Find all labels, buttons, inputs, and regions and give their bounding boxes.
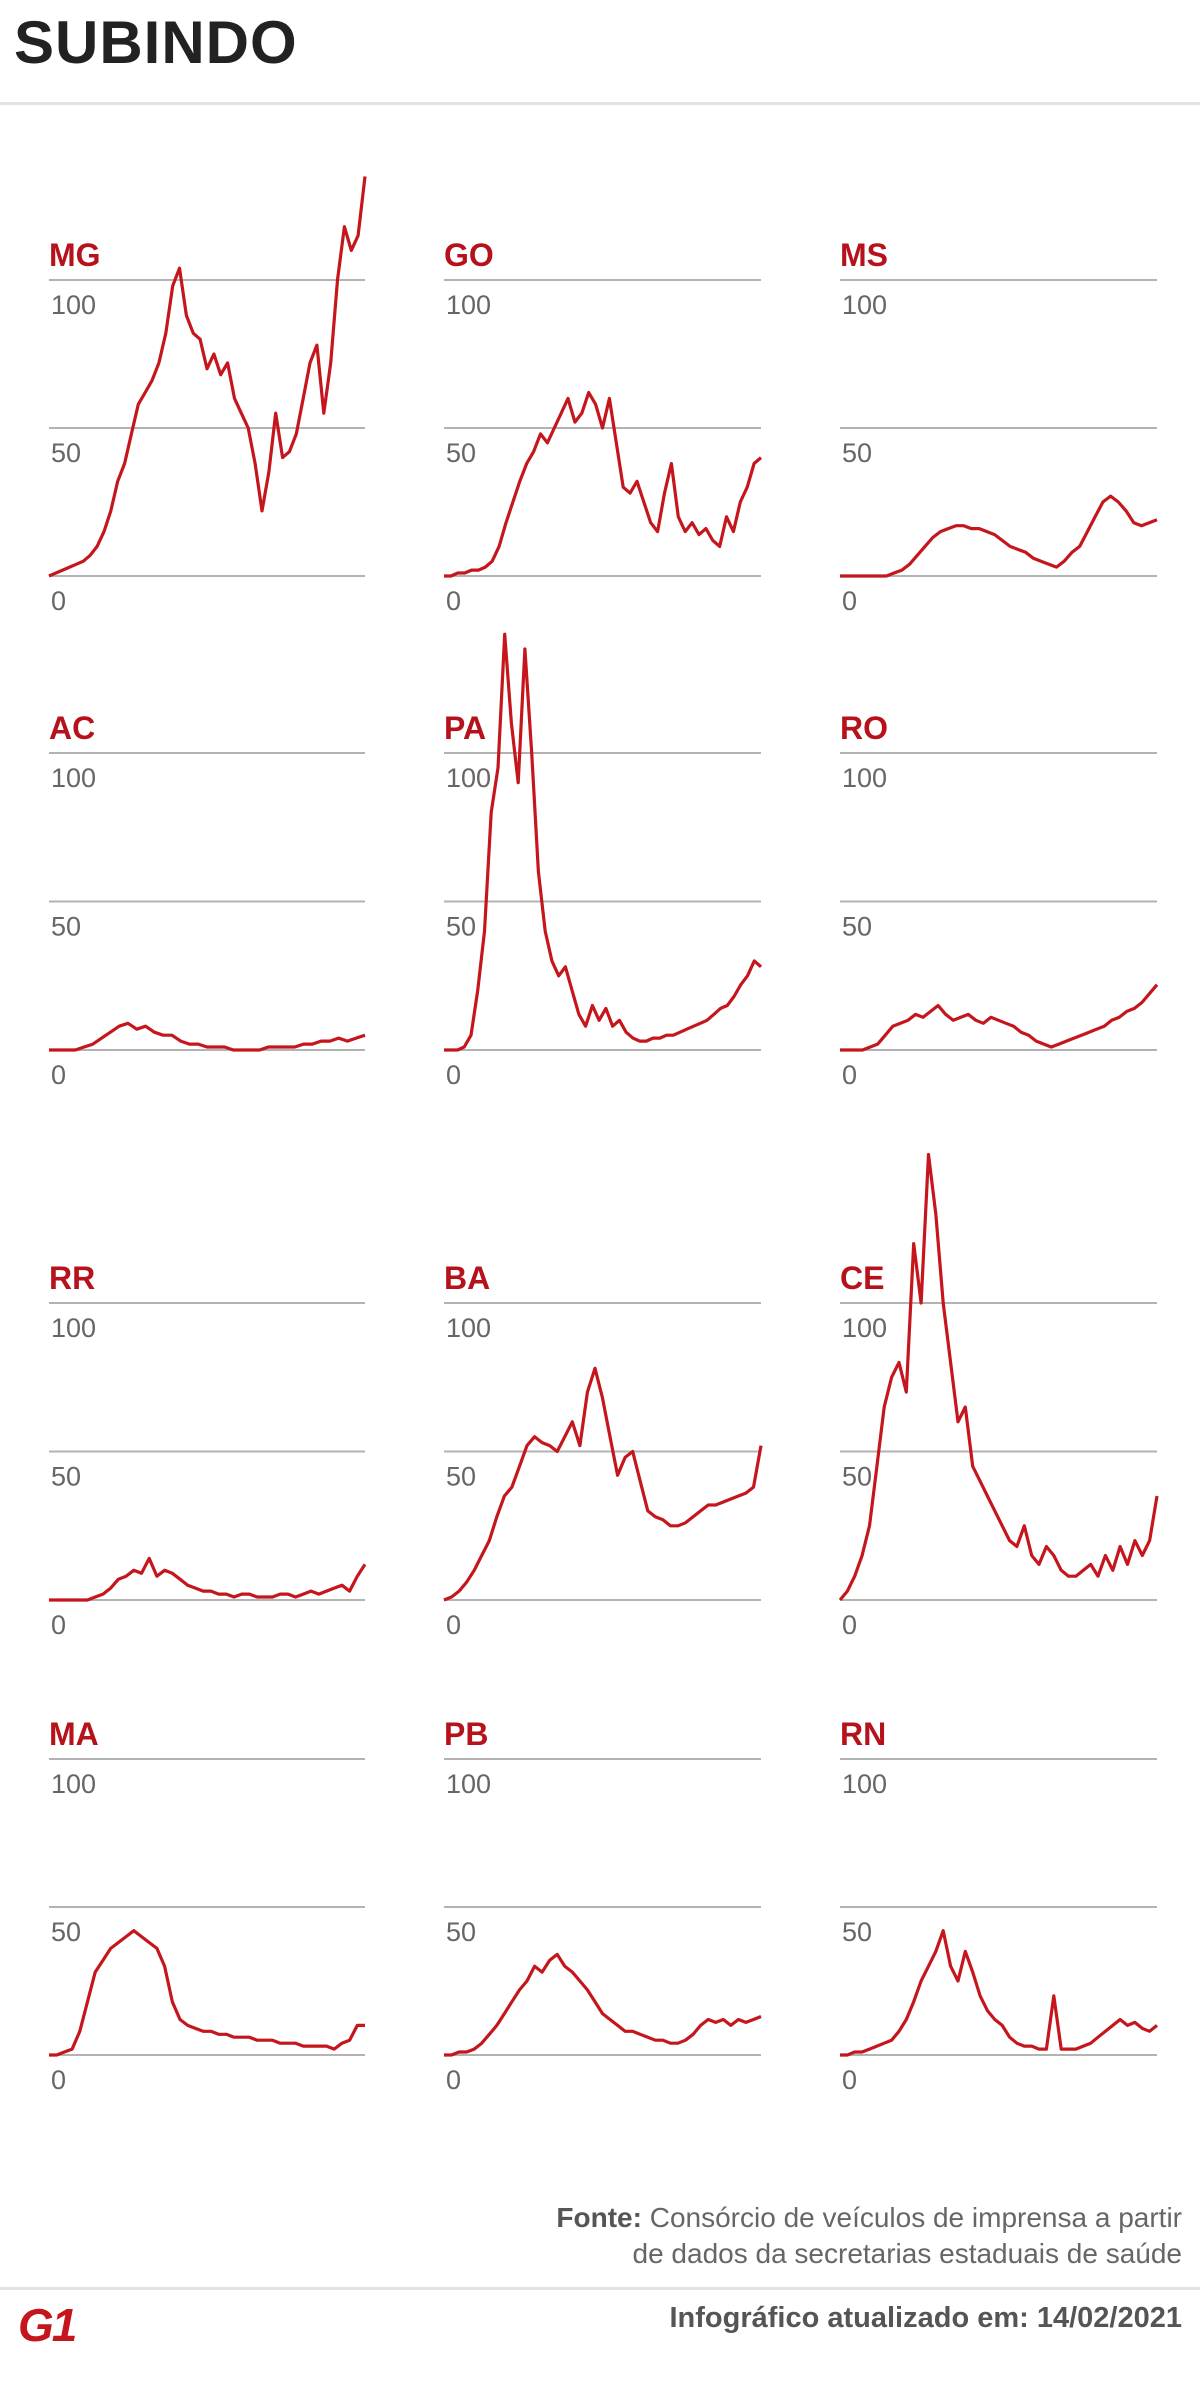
source-line: Fonte: Consórcio de veículos de imprensa… [556,2200,1182,2236]
data-line [49,1556,367,1602]
y-tick-label: 0 [446,2065,461,2095]
data-line [444,632,763,1052]
panel-title: PB [444,1716,488,1752]
y-tick-label: 50 [446,912,476,942]
source-label: Fonte: [556,2202,642,2233]
y-tick-label: 0 [446,586,461,616]
charts: 0 50 100 MG 0 50 100 GO 0 50 100 MS 0 50 100 AC 0 50 100 PA… [48,176,1159,2095]
y-tick-label: 100 [446,290,491,320]
source-text: Consórcio de veículos de imprensa a part… [649,2202,1182,2233]
panel-title: RR [49,1260,95,1296]
data-line [444,1952,762,2057]
y-tick-label: 0 [446,1060,461,1090]
y-tick-label: 0 [51,1610,66,1640]
page-title: SUBINDO [14,9,298,76]
y-tick-label: 50 [446,1462,476,1492]
panel-title: CE [840,1260,884,1296]
y-tick-label: 100 [446,1769,491,1799]
y-tick-label: 50 [842,438,872,468]
y-tick-label: 50 [446,1917,476,1947]
y-tick-label: 50 [51,1917,81,1947]
data-line [444,390,763,578]
data-line [49,1021,366,1052]
y-tick-label: 100 [842,1313,887,1343]
data-line [443,1366,763,1602]
panel-title: MA [49,1716,99,1752]
y-tick-label: 0 [51,586,66,616]
panel-title: GO [444,237,494,273]
update-date: Infográfico atualizado em: 14/02/2021 [669,2302,1182,2334]
divider [0,102,1200,105]
y-tick-label: 50 [51,1462,81,1492]
panel-title: MG [49,237,101,273]
y-tick-label: 100 [51,763,96,793]
y-tick-label: 50 [842,1917,872,1947]
y-tick-label: 100 [842,290,887,320]
y-tick-label: 50 [51,438,81,468]
y-tick-label: 100 [842,763,887,793]
y-tick-label: 0 [842,2065,857,2095]
y-tick-label: 0 [51,2065,66,2095]
panel-title: MS [840,237,888,273]
y-tick-label: 50 [842,1462,872,1492]
source-line: de dados da secretarias estaduais de saú… [632,2238,1183,2269]
data-line [840,1929,1158,2057]
data-line [840,983,1159,1052]
y-tick-label: 50 [842,912,872,942]
y-tick-label: 100 [446,763,491,793]
panel-title: BA [444,1260,490,1296]
y-tick-label: 0 [446,1610,461,1640]
y-tick-label: 50 [446,438,476,468]
panel-title: PA [444,710,486,746]
y-tick-label: 100 [51,290,96,320]
logo: G1 [18,2299,77,2351]
panel-title: RN [840,1716,886,1752]
panel-title: RO [840,710,888,746]
y-tick-label: 100 [51,1769,96,1799]
y-tick-label: 0 [842,1610,857,1640]
source-note: Fonte: Consórcio de veículos de imprensa… [556,2200,1182,2272]
y-tick-label: 100 [446,1313,491,1343]
data-line [48,176,367,578]
data-line [49,1929,365,2057]
y-tick-label: 100 [51,1313,96,1343]
y-tick-label: 0 [842,586,857,616]
y-tick-label: 50 [51,912,81,942]
divider [0,2287,1200,2290]
y-tick-label: 0 [51,1060,66,1090]
data-line [838,1152,1159,1602]
y-tick-label: 0 [842,1060,857,1090]
panel-title: AC [49,710,95,746]
y-tick-label: 100 [842,1769,887,1799]
data-line [840,494,1158,578]
